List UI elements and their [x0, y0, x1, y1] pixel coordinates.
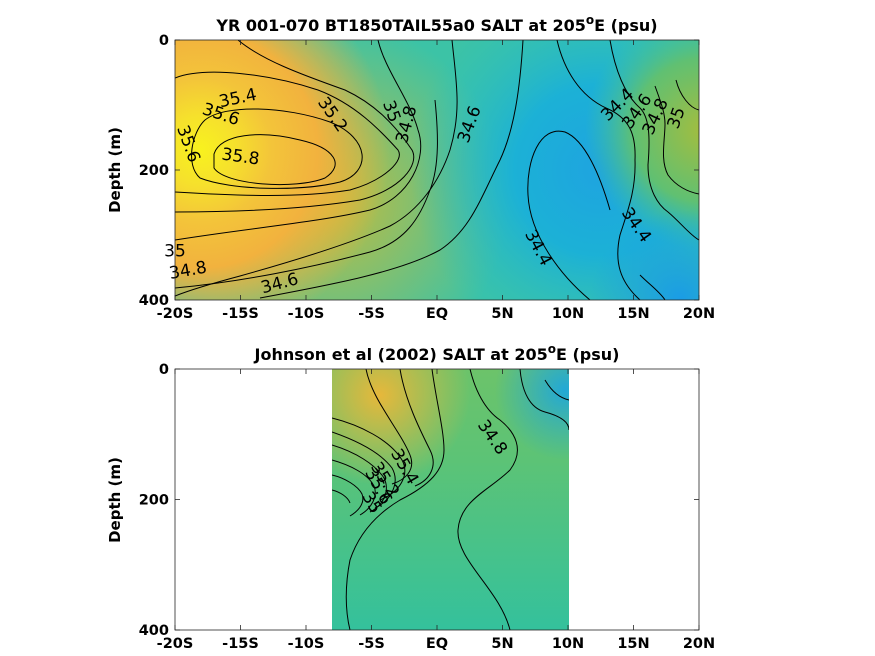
top-y-tick-label: 400 [139, 293, 169, 309]
bottom-chart-title: Johnson et al (2002) SALT at 205oE (psu) [254, 342, 620, 364]
bottom-y-tick-label: 0 [159, 362, 169, 378]
bottom-y-axis: 0 200 400 [139, 362, 699, 639]
top-x-tick-label: -15S [222, 306, 259, 322]
top-contour-35.4-left [175, 71, 400, 196]
bottom-x-tick-label: 20N [683, 636, 715, 652]
top-x-tick-label: -10S [288, 306, 325, 322]
bottom-contour-lines [332, 369, 569, 630]
top-salinity-field [175, 40, 699, 300]
top-contour-34.8-right [654, 85, 699, 195]
top-contour-34.6-right [609, 40, 699, 241]
top-contour-35-bottom [175, 99, 438, 289]
bottom-x-tick-label: 5N [491, 636, 513, 652]
bottom-x-axis: -20S -15S -10S -5S EQ 5N 10N 15N 20N [157, 369, 715, 652]
top-contour-34.8 [175, 40, 458, 297]
top-y-axis: 0 200 400 [139, 33, 699, 309]
bottom-contour-9 [345, 369, 445, 630]
bottom-x-tick-label: -20S [157, 636, 194, 652]
top-contour-35.2 [175, 40, 415, 213]
bottom-contour-3 [332, 417, 406, 501]
top-x-tick-label: 10N [552, 306, 584, 322]
top-y-axis-label: Depth (m) [106, 127, 124, 213]
top-contour-35-left [175, 40, 422, 241]
top-x-tick-label: EQ [426, 306, 448, 322]
top-contour-34.4-corner [639, 274, 666, 300]
bottom-contour-12 [544, 379, 569, 401]
top-x-tick-label: 20N [683, 306, 715, 322]
top-x-tick-label: -5S [358, 306, 385, 322]
top-y-tick-label: 0 [159, 33, 169, 49]
bottom-y-tick-label: 400 [139, 623, 169, 639]
top-contour-34.4-left [527, 130, 611, 300]
bottom-contour-5 [332, 444, 387, 513]
top-x-tick-label: -20S [157, 306, 194, 322]
bottom-contour-6 [332, 459, 376, 516]
bottom-contour-11 [519, 369, 569, 431]
bottom-x-tick-label: EQ [426, 636, 448, 652]
top-contour-35.6 [191, 108, 363, 189]
bottom-x-tick-label: 10N [552, 636, 584, 652]
bottom-x-tick-label: -5S [358, 636, 385, 652]
top-chart-title: YR 001-070 BT1850TAIL55a0 SALT at 205oE … [215, 13, 657, 35]
top-contour-34.6 [259, 40, 524, 299]
top-contour-lines [175, 40, 699, 300]
bottom-contour-8 [332, 489, 351, 504]
bottom-y-tick-label: 200 [139, 493, 169, 509]
bottom-contour-10 [457, 369, 518, 630]
top-contour-35.8 [213, 134, 336, 186]
bottom-salinity-field [332, 369, 569, 630]
bottom-contour-7 [332, 474, 364, 517]
top-x-tick-label: 15N [617, 306, 649, 322]
top-contour-35-right [675, 79, 699, 111]
bottom-x-tick-label: 15N [617, 636, 649, 652]
top-contour-34.4-right [556, 40, 641, 300]
bottom-y-axis-label: Depth (m) [106, 457, 124, 543]
bottom-contour-4 [332, 431, 396, 509]
bottom-x-tick-label: -10S [288, 636, 325, 652]
bottom-x-tick-label: -15S [222, 636, 259, 652]
top-x-tick-label: 5N [491, 306, 513, 322]
bottom-contour-1 [399, 369, 434, 487]
top-y-tick-label: 200 [139, 163, 169, 179]
top-x-axis: -20S -15S -10S -5S EQ 5N 10N 15N 20N [157, 40, 715, 322]
